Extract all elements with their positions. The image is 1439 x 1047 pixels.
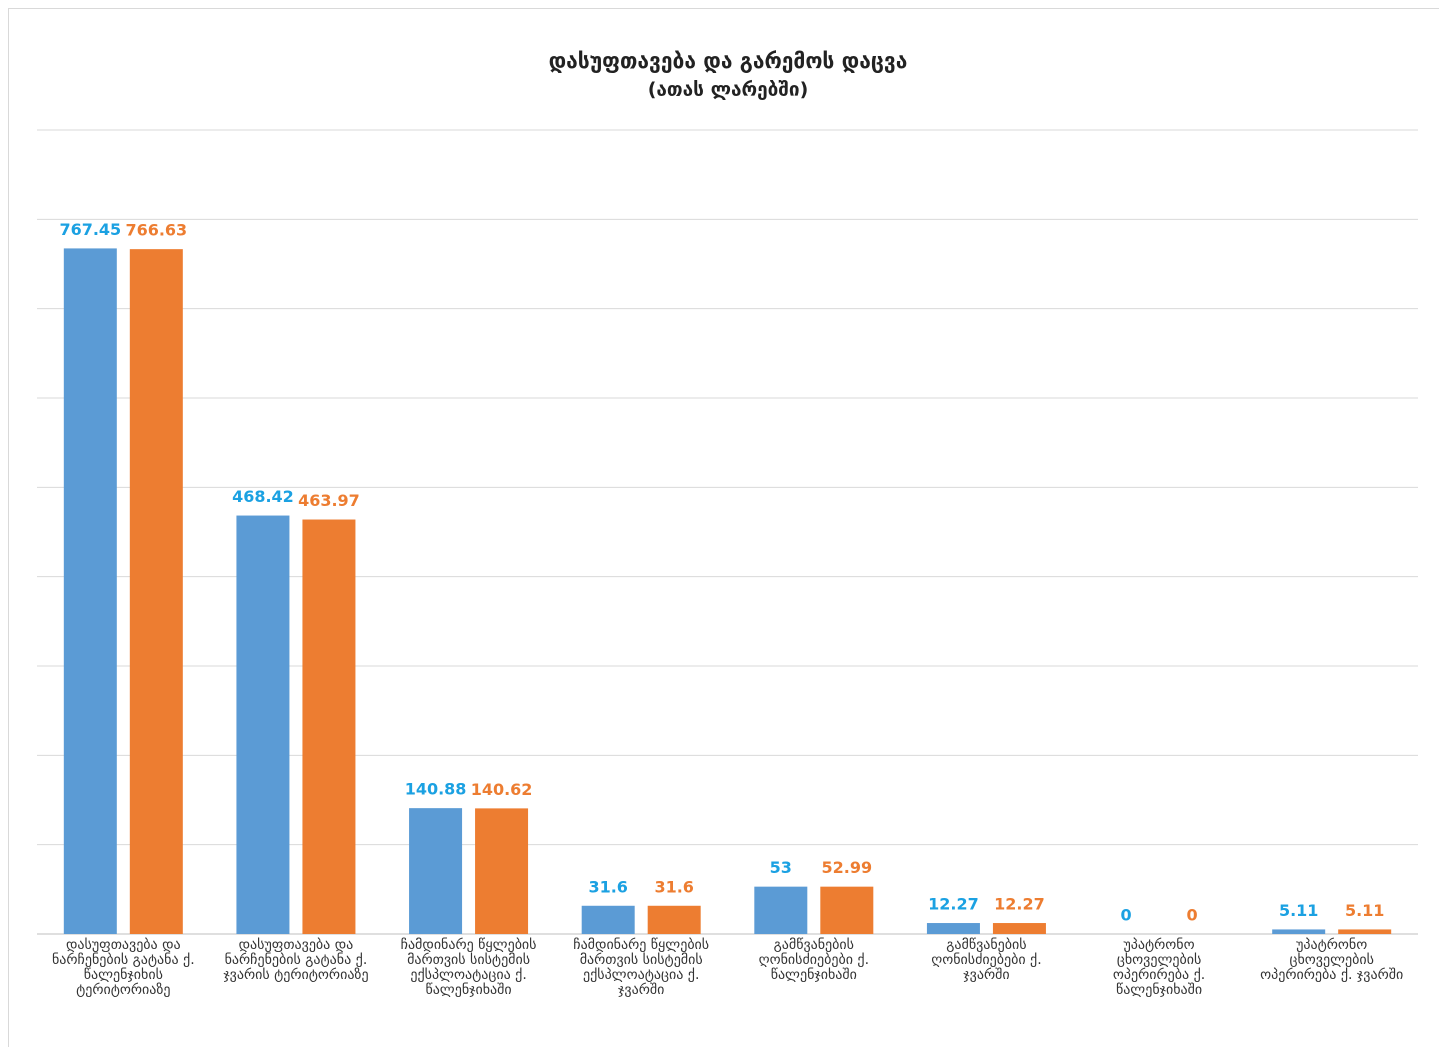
data-label: 12.27: [994, 895, 1045, 914]
x-tick-label: დასუფთავება და ნარჩენების გატანა ქ. წალე…: [51, 937, 195, 998]
bar: [302, 519, 356, 934]
bar: [581, 905, 635, 934]
bar: [992, 923, 1046, 934]
bar: [129, 249, 183, 934]
bar: [1272, 929, 1326, 934]
x-tick-label: გამწვანების ღონისძიებები ქ. წალენჯიხაში: [758, 937, 870, 983]
bar: [236, 515, 290, 934]
bar: [754, 886, 808, 934]
data-label: 31.6: [654, 877, 693, 896]
chart-subtitle: (ათას ლარებში): [648, 79, 809, 101]
x-tick-label: ჩამდინარე წყლების მართვის სისტემის ექსპლ…: [400, 937, 537, 998]
x-tick-label: ჩამდინარე წყლების მართვის სისტემის ექსპლ…: [573, 937, 710, 998]
data-label: 140.88: [405, 780, 467, 799]
data-label: 0: [1186, 906, 1197, 925]
data-label: 140.62: [471, 780, 533, 799]
bar: [63, 248, 117, 935]
chart-title: დასუფთავება და გარემოს დაცვა: [549, 49, 908, 73]
x-tick-label: უპატრონო ცხოველების ოპერირება ქ. წალენჯი…: [1112, 937, 1206, 998]
bar: [409, 808, 463, 934]
bar: [926, 923, 980, 934]
bar: [1338, 929, 1392, 934]
bar: [647, 905, 701, 934]
data-label: 767.45: [59, 220, 121, 239]
bar: [475, 808, 529, 934]
chart-border: [8, 8, 1439, 1047]
data-label: 5.11: [1279, 901, 1318, 920]
bar: [820, 886, 874, 934]
data-label: 53: [770, 858, 792, 877]
data-label: 468.42: [232, 487, 294, 506]
data-label: 12.27: [928, 895, 979, 914]
x-tick-label: გამწვანების ღონისძიებები ქ. ჯვარში: [931, 937, 1042, 983]
x-tick-label: უპატრონო ცხოველების ოპერირება ქ. ჯვარში: [1260, 937, 1404, 983]
data-label: 52.99: [822, 858, 873, 877]
data-label: 766.63: [125, 221, 187, 240]
data-label: 463.97: [298, 491, 360, 510]
x-tick-label: დასუფთავება და ნარჩენების გატანა ქ. ჯვარ…: [223, 937, 369, 983]
data-label: 5.11: [1345, 901, 1384, 920]
data-label: 31.6: [588, 877, 627, 896]
data-label: 0: [1120, 906, 1131, 925]
